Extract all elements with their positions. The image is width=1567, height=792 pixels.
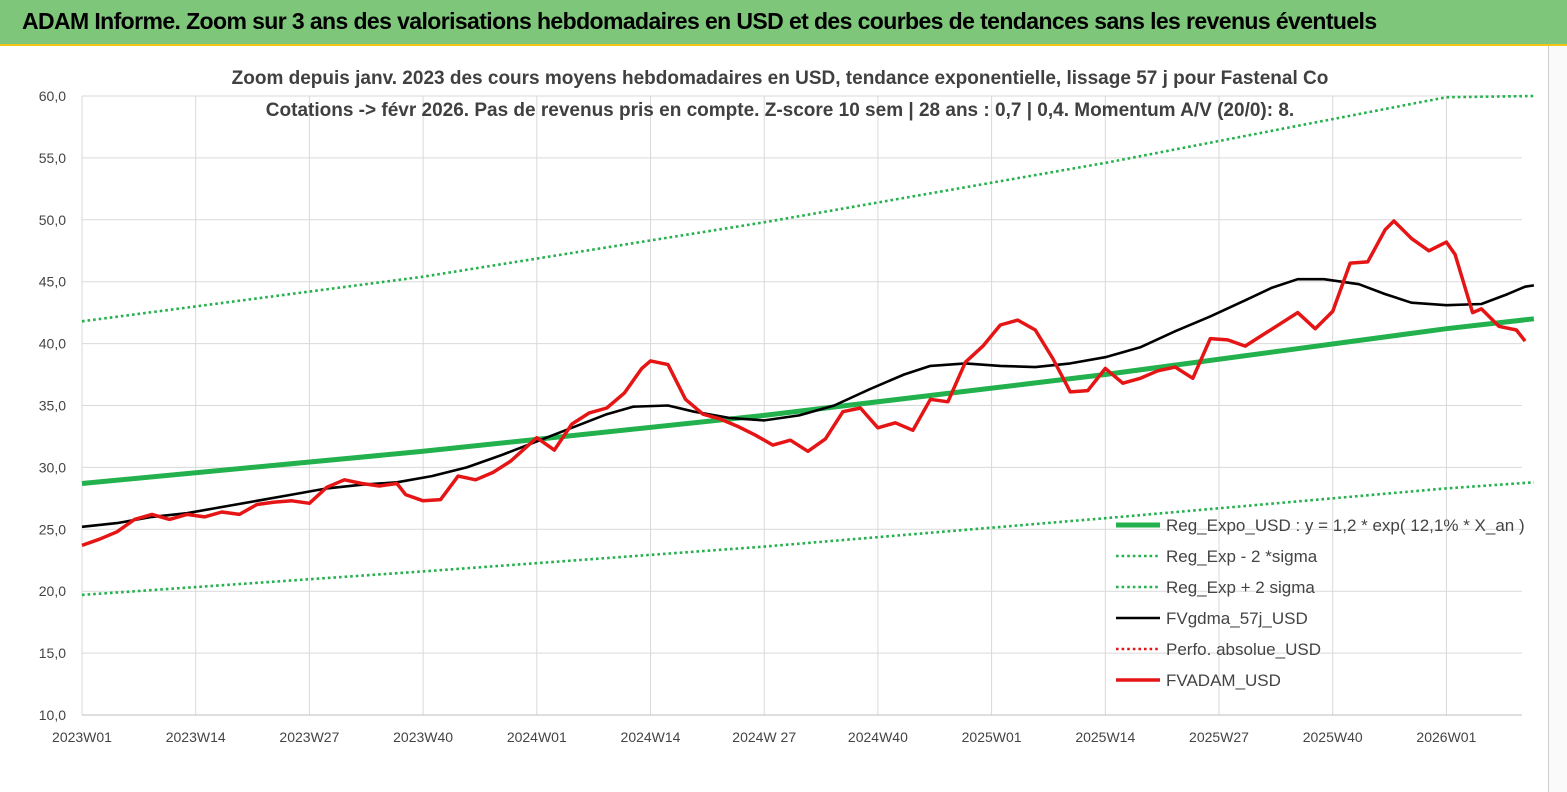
series-line-0 — [81, 316, 1535, 486]
y-tick-label: 10,0 — [39, 707, 66, 723]
x-tick-label: 2025W27 — [1189, 729, 1249, 745]
frame-right-margin — [1548, 46, 1567, 792]
y-tick-label: 50,0 — [39, 212, 66, 228]
series-line-5 — [81, 219, 1527, 548]
y-tick-label: 30,0 — [39, 459, 66, 475]
x-tick-label: 2025W14 — [1075, 729, 1135, 745]
chart-title: Zoom depuis janv. 2023 des cours moyens … — [232, 68, 1329, 89]
x-tick-label: 2023W27 — [279, 729, 339, 745]
y-tick-label: 45,0 — [39, 274, 66, 290]
x-tick-label: 2024W 27 — [732, 729, 796, 745]
chart-subtitle: Cotations -> févr 2026. Pas de revenus p… — [266, 100, 1294, 121]
y-axis-ticks: 10,0 15,0 20,0 25,0 30,0 35,0 40,0 45,0 50,0 55,0… — [39, 88, 66, 723]
x-tick-label: 2023W14 — [166, 729, 226, 745]
legend-label-0: Reg_Expo_USD : y = 1,2 * exp( 12,1% * X_… — [1166, 516, 1525, 535]
y-tick-label: 15,0 — [39, 645, 66, 661]
series-line-2 — [81, 94, 1534, 323]
series-line-3 — [81, 277, 1535, 529]
x-tick-label: 2024W01 — [507, 729, 567, 745]
x-tick-label: 2025W40 — [1303, 729, 1363, 745]
header-bar: ADAM Informe. Zoom sur 3 ans des valoris… — [0, 0, 1567, 44]
y-tick-label: 55,0 — [39, 150, 66, 166]
y-tick-label: 25,0 — [39, 521, 66, 537]
x-tick-label: 2026W01 — [1416, 729, 1476, 745]
series-line-1 — [81, 481, 1534, 597]
x-axis-ticks: 2023W01 2023W14 2023W27 2023W40 2024W01 2024W… — [52, 729, 1477, 745]
legend-label-1: Reg_Exp - 2 *sigma — [1166, 547, 1318, 566]
line-chart: 10,0 15,0 20,0 25,0 30,0 35,0 40,0 45,0 50,0 55,0… — [39, 68, 1535, 745]
x-tick-label: 2024W14 — [621, 729, 681, 745]
y-tick-label: 40,0 — [39, 336, 66, 352]
legend-label-4: Perfo. absolue_USD — [1166, 640, 1321, 659]
x-tick-label: 2023W01 — [52, 729, 112, 745]
gridlines — [81, 95, 1522, 716]
legend-label-5: FVADAM_USD — [1166, 671, 1281, 690]
x-tick-label: 2025W01 — [962, 729, 1022, 745]
legend-label-2: Reg_Exp + 2 sigma — [1166, 578, 1315, 597]
legend: Reg_Expo_USD : y = 1,2 * exp( 12,1% * X_… — [1116, 516, 1525, 690]
x-tick-label: 2024W40 — [848, 729, 908, 745]
y-tick-label: 35,0 — [39, 398, 66, 414]
header-accent-rule — [0, 44, 1567, 46]
series-layer — [81, 94, 1535, 597]
y-tick-label: 60,0 — [39, 88, 66, 104]
y-tick-label: 20,0 — [39, 583, 66, 599]
x-tick-label: 2023W40 — [393, 729, 453, 745]
header-title: ADAM Informe. Zoom sur 3 ans des valoris… — [22, 8, 1377, 34]
legend-label-3: FVgdma_57j_USD — [1166, 609, 1308, 628]
